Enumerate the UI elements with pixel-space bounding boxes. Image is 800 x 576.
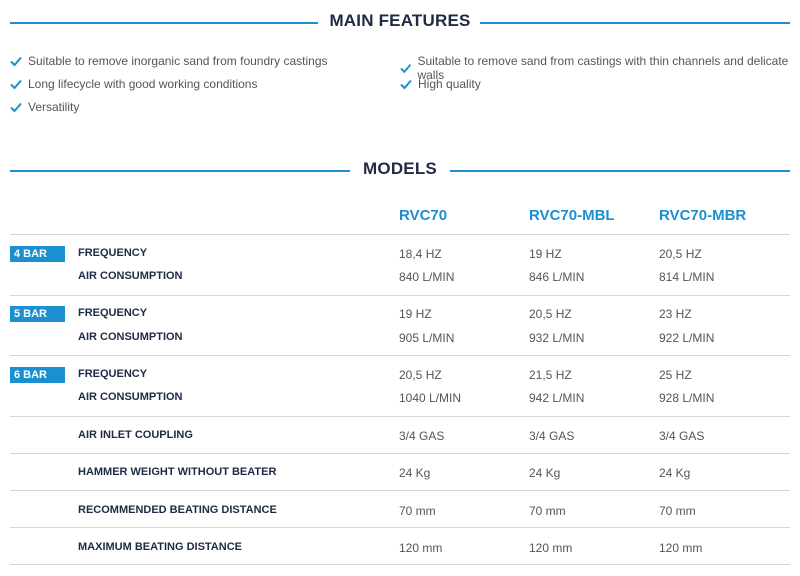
feature-text: High quality: [418, 77, 481, 91]
table-cell: 3/4 GAS: [659, 429, 705, 443]
table-cell: 1040 L/MIN: [399, 391, 462, 405]
table-cell: 846 L/MIN: [529, 270, 585, 284]
model-column-header: RVC70-MBR: [659, 207, 747, 224]
table-cell: 70 mm: [399, 504, 436, 518]
table-cell: 840 L/MIN: [399, 270, 455, 284]
models-title: MODELS: [363, 159, 437, 178]
table-cell: 24 Kg: [659, 466, 691, 480]
table-cell: 120 mm: [529, 541, 573, 555]
row-label: FREQUENCY: [78, 247, 148, 259]
row-label: AIR CONSUMPTION: [78, 270, 183, 282]
table-cell: 120 mm: [399, 541, 443, 555]
check-icon: [10, 56, 22, 67]
row-divider: [10, 234, 790, 235]
main-features-heading: MAIN FEATURES: [0, 11, 800, 35]
feature-item: Long lifecycle with good working conditi…: [10, 77, 257, 91]
table-cell: 24 Kg: [399, 466, 431, 480]
table-cell: 20,5 HZ: [399, 368, 442, 382]
check-icon: [10, 79, 22, 90]
models-heading: MODELS: [0, 159, 800, 183]
feature-text: Long lifecycle with good working conditi…: [28, 77, 258, 91]
main-features-title: MAIN FEATURES: [329, 11, 471, 30]
model-column-header: RVC70-MBL: [529, 207, 615, 224]
check-icon: [400, 79, 412, 90]
table-cell: 24 Kg: [529, 466, 561, 480]
row-divider: [10, 416, 790, 417]
row-divider: [10, 564, 790, 565]
heading-rule-left: [10, 170, 350, 172]
table-cell: 3/4 GAS: [399, 429, 445, 443]
row-divider: [10, 453, 790, 454]
model-column-header: RVC70: [399, 207, 448, 224]
table-cell: 120 mm: [659, 541, 703, 555]
table-cell: 905 L/MIN: [399, 331, 455, 345]
feature-item: High quality: [400, 77, 481, 91]
table-cell: 20,5 HZ: [529, 307, 572, 321]
row-label: AIR CONSUMPTION: [78, 391, 183, 403]
heading-rule-left: [10, 22, 318, 24]
row-label: FREQUENCY: [78, 307, 148, 319]
table-cell: 19 HZ: [529, 247, 562, 261]
row-label: HAMMER WEIGHT WITHOUT BEATER: [78, 466, 277, 478]
table-cell: 23 HZ: [659, 307, 692, 321]
table-cell: 25 HZ: [659, 368, 692, 382]
table-cell: 21,5 HZ: [529, 368, 572, 382]
table-cell: 922 L/MIN: [659, 331, 715, 345]
row-label: AIR CONSUMPTION: [78, 331, 183, 343]
feature-text: Suitable to remove inorganic sand from f…: [28, 54, 328, 68]
pressure-badge: 5 BAR: [10, 306, 65, 322]
pressure-badge: 4 BAR: [10, 246, 65, 262]
row-divider: [10, 295, 790, 296]
table-cell: 942 L/MIN: [529, 391, 585, 405]
row-divider: [10, 527, 790, 528]
table-cell: 20,5 HZ: [659, 247, 702, 261]
feature-text: Versatility: [28, 100, 80, 114]
feature-item: Versatility: [10, 100, 79, 114]
table-cell: 3/4 GAS: [529, 429, 575, 443]
row-label: RECOMMENDED BEATING DISTANCE: [78, 504, 277, 516]
row-divider: [10, 490, 790, 491]
table-cell: 932 L/MIN: [529, 331, 585, 345]
feature-item: Suitable to remove sand from castings wi…: [400, 54, 800, 82]
heading-rule-right: [450, 170, 790, 172]
heading-rule-right: [480, 22, 790, 24]
table-cell: 18,4 HZ: [399, 247, 442, 261]
row-label: FREQUENCY: [78, 368, 148, 380]
table-cell: 19 HZ: [399, 307, 432, 321]
pressure-badge: 6 BAR: [10, 367, 65, 383]
check-icon: [10, 102, 22, 113]
table-cell: 70 mm: [529, 504, 566, 518]
feature-item: Suitable to remove inorganic sand from f…: [10, 54, 328, 68]
table-cell: 70 mm: [659, 504, 696, 518]
row-label: MAXIMUM BEATING DISTANCE: [78, 541, 242, 553]
table-cell: 928 L/MIN: [659, 391, 715, 405]
row-label: AIR INLET COUPLING: [78, 429, 193, 441]
row-divider: [10, 355, 790, 356]
table-cell: 814 L/MIN: [659, 270, 715, 284]
feature-text: Suitable to remove sand from castings wi…: [417, 54, 789, 82]
check-icon: [400, 64, 412, 74]
